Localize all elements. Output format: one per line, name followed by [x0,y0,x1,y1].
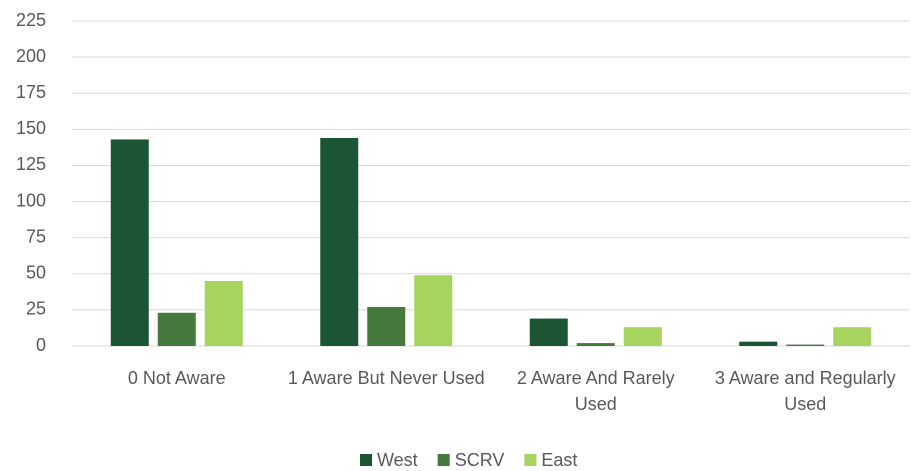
y-tick-label: 200 [16,46,46,66]
x-tick-label: 3 Aware and Regularly Used [714,368,896,414]
y-tick-label: 25 [26,299,46,319]
bar [623,327,662,346]
bar [786,344,825,346]
legend-label: East [541,450,577,470]
bar [529,318,568,346]
x-tick-label: 1 Aware But Never Used [287,368,485,388]
y-tick-label: 100 [16,190,46,210]
legend-swatch [524,454,537,466]
bar [414,275,453,346]
y-tick-label: 175 [16,82,46,102]
bar [204,281,243,346]
y-tick-label: 150 [16,118,46,138]
bar [157,312,196,346]
bar [320,138,359,346]
legend-swatch [437,454,450,466]
legend-label: SCRV [455,450,505,470]
legend-swatch [360,454,372,466]
bar [576,343,615,346]
bar [739,341,778,346]
legend-label: West [377,450,418,470]
bar [110,139,149,346]
x-tick-label: 2 Aware And Rarely Used [516,368,675,414]
y-tick-label: 225 [16,10,46,30]
bar [367,307,406,346]
y-tick-label: 50 [26,263,46,283]
y-tick-label: 0 [36,335,46,355]
y-tick-label: 125 [16,154,46,174]
x-tick-label: 0 Not Aware [127,368,226,388]
bar [833,327,872,346]
y-tick-label: 75 [26,226,46,246]
